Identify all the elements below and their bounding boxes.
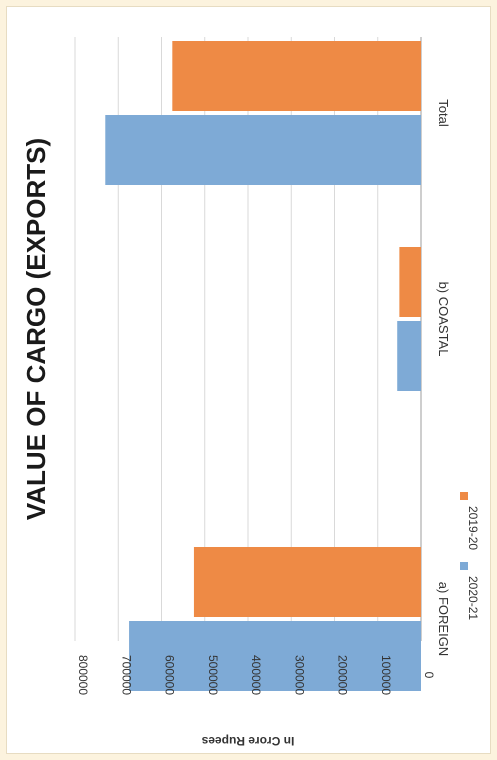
value-tick-label: 100000 xyxy=(379,655,393,695)
bar-2020-21-0 xyxy=(129,621,421,691)
value-tick-label: 300000 xyxy=(292,655,306,695)
value-tick-label: 200000 xyxy=(336,655,350,695)
legend-label: 2020-21 xyxy=(466,576,480,620)
bars xyxy=(105,41,422,691)
cargo-exports-chart: 0 100000 200000 300000 400000 500000 600000 700… xyxy=(21,37,480,748)
category-label: Total xyxy=(436,99,451,127)
value-axis-ticks: 0 100000 200000 300000 400000 500000 600000 700… xyxy=(76,655,436,695)
value-tick-label: 0 xyxy=(422,672,436,679)
value-tick-label: 600000 xyxy=(163,655,177,695)
value-tick-label: 700000 xyxy=(119,655,133,695)
bar-2019-20-1 xyxy=(399,247,421,317)
value-tick-label: 500000 xyxy=(206,655,220,695)
bar-2020-21-2 xyxy=(105,115,422,185)
value-tick-label: 800000 xyxy=(76,655,90,695)
chart-frame: 0 100000 200000 300000 400000 500000 600000 700… xyxy=(6,6,491,754)
chart-title: VALUE OF CARGO (EXPORTS) xyxy=(21,138,51,520)
category-label: b) COASTAL xyxy=(436,282,451,357)
value-tick-label: 400000 xyxy=(249,655,263,695)
category-label: a) FOREIGN xyxy=(436,582,451,656)
bar-2020-21-1 xyxy=(397,321,421,391)
bar-2019-20-0 xyxy=(193,547,421,617)
bar-2019-20-2 xyxy=(172,41,421,111)
legend: 2020-21 2019-20 xyxy=(460,492,480,620)
value-axis-title: In Crore Rupees xyxy=(201,734,294,748)
legend-swatch xyxy=(460,562,468,570)
legend-label: 2019-20 xyxy=(466,506,480,550)
category-axis-labels: a) FOREIGN b) COASTAL Total xyxy=(436,99,451,656)
legend-swatch xyxy=(460,492,468,500)
